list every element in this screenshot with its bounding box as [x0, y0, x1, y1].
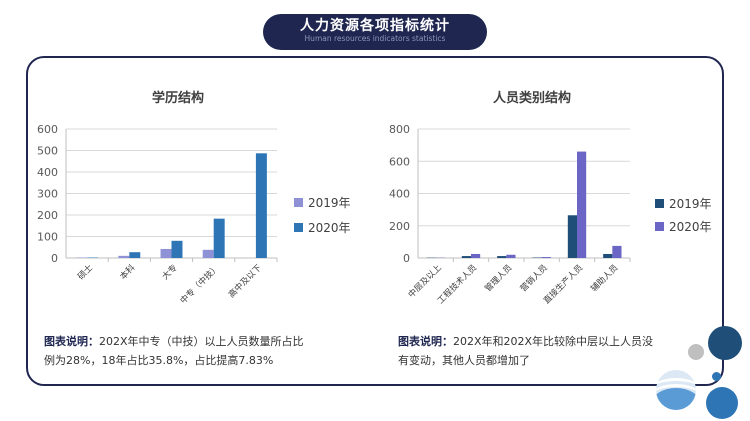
legend-swatch	[294, 198, 303, 207]
note-label: 图表说明：	[398, 335, 453, 348]
note-text-line2: 例为28%，18年占比35.8%，占比提高7.83%	[44, 354, 274, 367]
legend-label: 2020年	[308, 221, 351, 235]
y-tick-label: 400	[37, 166, 58, 179]
bar-series1	[497, 256, 507, 258]
chart-title: 人员类别结构	[493, 90, 571, 106]
note-label: 图表说明：	[44, 335, 99, 348]
bar-series2	[255, 153, 267, 258]
decor-wave-circle	[656, 370, 696, 410]
bar-series2	[171, 240, 183, 258]
y-tick-label: 400	[389, 188, 410, 201]
decor-circle-medium	[706, 387, 738, 419]
legend-label: 2019年	[308, 196, 351, 210]
y-tick-label: 0	[51, 252, 58, 265]
bar-series2	[129, 252, 141, 258]
y-tick-label: 600	[37, 123, 58, 136]
legend-label: 2020年	[669, 220, 712, 234]
bar-series1	[567, 215, 577, 258]
bar-series1	[603, 253, 613, 258]
legend-label: 2019年	[669, 197, 712, 211]
legend-swatch	[655, 199, 664, 208]
chart-title: 学历结构	[152, 90, 204, 106]
bar-series1	[202, 249, 214, 258]
decor-circle-large	[708, 326, 742, 360]
bar-series1	[160, 248, 172, 258]
note-staff: 图表说明：202X年和202X年比较除中层以上人员没 有变动，其他人员都增加了	[398, 332, 698, 370]
x-tick-label: 中层及以上	[406, 262, 444, 300]
bar-series2	[471, 253, 481, 258]
decor-circle-gray	[688, 344, 704, 360]
x-tick-label: 营销人员	[518, 262, 550, 294]
bar-series2	[577, 151, 587, 258]
note-education: 图表说明：202X年中专（中技）以上人员数量所占比 例为28%，18年占比35.…	[44, 332, 364, 370]
bar-series2	[213, 218, 225, 258]
y-tick-label: 100	[37, 231, 58, 244]
title-banner: 人力资源各项指标统计 Human resources indicators st…	[263, 14, 487, 50]
legend-swatch	[655, 222, 664, 231]
y-tick-label: 0	[403, 252, 410, 265]
y-tick-label: 800	[389, 123, 410, 136]
bar-series1	[461, 256, 471, 258]
bar-series2	[506, 254, 516, 258]
note-text-line1: 202X年和202X年比较除中层以上人员没	[453, 335, 654, 348]
x-tick-label: 管理人员	[483, 262, 515, 294]
note-text-line2: 有变动，其他人员都增加了	[398, 354, 530, 367]
decor-circle-small	[712, 372, 721, 381]
page-subtitle: Human resources indicators statistics	[304, 34, 446, 43]
legend-swatch	[294, 223, 303, 232]
y-tick-label: 600	[389, 155, 410, 168]
bar-series1	[118, 255, 130, 258]
x-tick-label: 辅助人员	[589, 262, 621, 294]
y-tick-label: 200	[37, 209, 58, 222]
bar-series2	[541, 257, 551, 258]
bar-series2	[612, 245, 622, 258]
y-tick-label: 200	[389, 220, 410, 233]
y-tick-label: 500	[37, 145, 58, 158]
content-frame	[26, 56, 724, 386]
page-title: 人力资源各项指标统计	[300, 18, 450, 34]
note-text-line1: 202X年中专（中技）以上人员数量所占比	[99, 335, 304, 348]
y-tick-label: 300	[37, 188, 58, 201]
